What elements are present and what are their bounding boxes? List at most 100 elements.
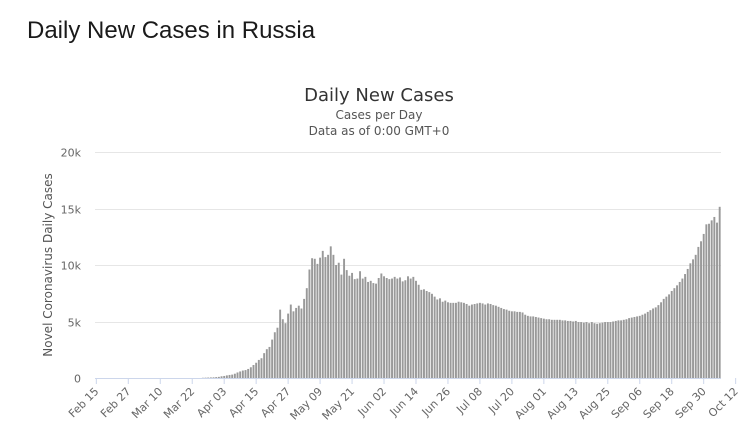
bar[interactable]: [220, 376, 223, 378]
bar[interactable]: [348, 275, 351, 378]
bar[interactable]: [585, 322, 588, 378]
bar[interactable]: [454, 302, 457, 378]
bar[interactable]: [516, 311, 519, 378]
bar[interactable]: [526, 315, 529, 378]
bar[interactable]: [316, 263, 319, 378]
bar[interactable]: [510, 311, 513, 378]
bar[interactable]: [247, 368, 250, 378]
bar[interactable]: [652, 308, 655, 379]
bar[interactable]: [380, 273, 383, 378]
bar[interactable]: [268, 346, 271, 378]
bar[interactable]: [473, 303, 476, 378]
bar[interactable]: [590, 322, 593, 378]
bar[interactable]: [217, 376, 220, 378]
bar[interactable]: [649, 310, 652, 378]
bar[interactable]: [550, 319, 553, 378]
bar[interactable]: [524, 314, 527, 378]
bar[interactable]: [494, 305, 497, 378]
bar[interactable]: [417, 284, 420, 378]
bar[interactable]: [324, 257, 327, 378]
bar[interactable]: [492, 305, 495, 378]
bar[interactable]: [337, 262, 340, 378]
bar[interactable]: [209, 377, 212, 378]
bar[interactable]: [313, 258, 316, 378]
bar[interactable]: [377, 278, 380, 378]
bar[interactable]: [548, 319, 551, 378]
bar[interactable]: [244, 370, 247, 378]
bar[interactable]: [468, 305, 471, 378]
bar[interactable]: [710, 220, 713, 378]
bar[interactable]: [558, 319, 561, 378]
bar[interactable]: [500, 307, 503, 378]
bar[interactable]: [289, 304, 292, 378]
bar[interactable]: [580, 322, 583, 378]
bar[interactable]: [636, 316, 639, 378]
bar[interactable]: [622, 319, 625, 378]
bar[interactable]: [502, 309, 505, 378]
bar[interactable]: [399, 277, 401, 378]
bar[interactable]: [588, 323, 591, 378]
bar[interactable]: [276, 327, 279, 378]
bar[interactable]: [364, 276, 367, 378]
bar[interactable]: [628, 318, 631, 378]
bar[interactable]: [481, 303, 484, 378]
bar[interactable]: [252, 365, 255, 378]
bar[interactable]: [553, 319, 556, 378]
bar[interactable]: [431, 293, 433, 378]
bar[interactable]: [401, 281, 404, 378]
bar[interactable]: [486, 303, 489, 378]
bar[interactable]: [577, 322, 580, 378]
bar[interactable]: [582, 322, 585, 378]
bar[interactable]: [215, 377, 218, 378]
bar[interactable]: [444, 300, 447, 378]
bar[interactable]: [614, 320, 617, 378]
bar[interactable]: [612, 321, 615, 379]
bar[interactable]: [255, 362, 258, 378]
bar[interactable]: [681, 278, 684, 378]
bar[interactable]: [545, 319, 548, 378]
bar[interactable]: [708, 223, 710, 378]
bar[interactable]: [694, 254, 697, 378]
bar[interactable]: [542, 318, 545, 378]
bar[interactable]: [684, 274, 686, 378]
bar[interactable]: [441, 301, 444, 378]
bar[interactable]: [505, 309, 508, 378]
bar[interactable]: [513, 311, 516, 378]
bar[interactable]: [303, 298, 306, 378]
bar[interactable]: [436, 299, 439, 378]
bar[interactable]: [540, 318, 543, 378]
bar[interactable]: [369, 280, 372, 378]
bar[interactable]: [657, 305, 660, 378]
bar[interactable]: [263, 353, 266, 378]
bar[interactable]: [713, 216, 716, 378]
bar[interactable]: [470, 304, 473, 378]
bar[interactable]: [489, 303, 492, 378]
bar[interactable]: [343, 258, 346, 378]
bar[interactable]: [449, 302, 452, 378]
bar[interactable]: [465, 303, 468, 378]
bar[interactable]: [532, 316, 535, 378]
bar[interactable]: [508, 310, 511, 378]
bar[interactable]: [654, 307, 657, 379]
bar[interactable]: [385, 278, 388, 378]
bar[interactable]: [484, 304, 487, 378]
bar[interactable]: [367, 281, 369, 378]
bar[interactable]: [332, 254, 335, 378]
bar[interactable]: [462, 302, 465, 378]
bar[interactable]: [705, 224, 708, 378]
bar[interactable]: [257, 359, 260, 378]
bar[interactable]: [598, 323, 601, 378]
bar[interactable]: [391, 278, 393, 378]
bar[interactable]: [372, 283, 375, 378]
bar[interactable]: [662, 298, 665, 378]
bar[interactable]: [521, 312, 524, 378]
bar[interactable]: [673, 288, 676, 378]
bar[interactable]: [412, 276, 415, 378]
bar[interactable]: [625, 319, 628, 378]
bar[interactable]: [593, 323, 596, 378]
bar[interactable]: [574, 320, 577, 378]
bar[interactable]: [335, 265, 338, 378]
bar[interactable]: [572, 321, 575, 379]
bar[interactable]: [425, 290, 428, 378]
bar[interactable]: [529, 316, 532, 378]
